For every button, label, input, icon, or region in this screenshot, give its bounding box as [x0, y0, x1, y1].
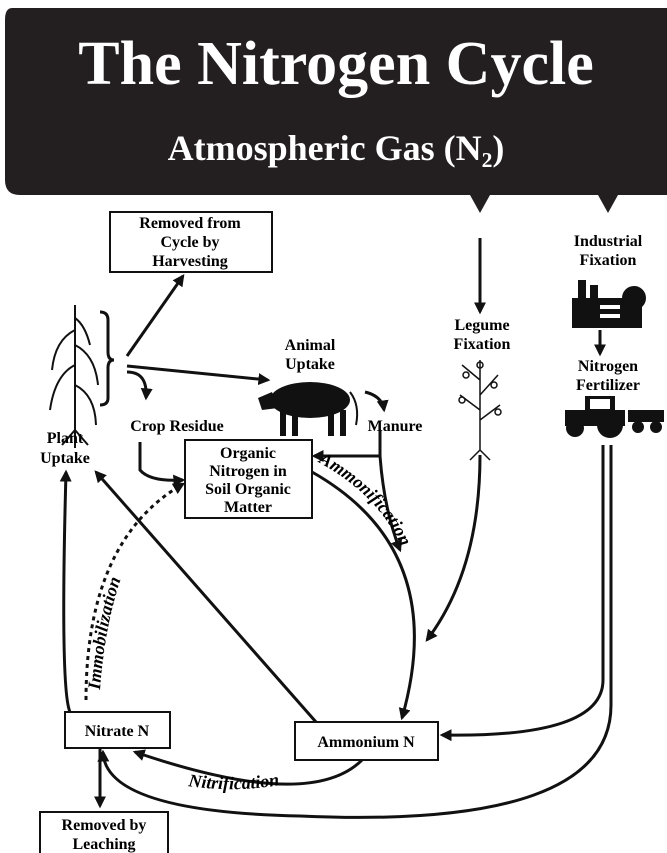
label-text: Industrial [574, 233, 643, 250]
label-text: Soil Organic [205, 481, 291, 498]
label-text: Removed from [139, 215, 241, 232]
label-text: Nitrate N [85, 723, 150, 740]
title: The Nitrogen Cycle [78, 30, 593, 98]
subtitle: Atmospheric Gas (N₂) [168, 128, 505, 168]
fertilizer-label: Nitrogen Fertilizer [576, 358, 640, 394]
label-text: Nitrogen [578, 358, 638, 375]
label-text: Ammonium N [317, 734, 415, 751]
nitrate-label: Nitrate N [85, 723, 150, 740]
plant-label: Plant Uptake [40, 430, 90, 467]
tractor-icon [565, 396, 664, 438]
label-text: Plant [47, 430, 84, 447]
legume-label: Legume Fixation [454, 317, 511, 353]
legume-plant-icon [459, 360, 501, 460]
factory-icon [572, 280, 646, 328]
label-text: Harvesting [152, 253, 228, 270]
label-text: Fertilizer [576, 377, 640, 394]
label-text: Crop Residue [130, 418, 224, 435]
label-text: Ammonification [315, 448, 416, 549]
label-text: Cycle by [160, 234, 219, 251]
label-text: Organic [220, 445, 276, 462]
label-text: Nitrification [187, 769, 281, 793]
label-text: Nitrogen in [209, 463, 287, 480]
label-text: Uptake [285, 356, 335, 373]
cow-icon [258, 382, 357, 436]
corn-plant-icon [50, 305, 98, 448]
residue-label: Crop Residue [130, 418, 224, 435]
label-text: Leaching [72, 836, 135, 853]
ammonium-label: Ammonium N [317, 734, 415, 751]
label-text: Manure [368, 418, 423, 435]
animal-label: Animal Uptake [285, 337, 336, 373]
label-text: Matter [224, 499, 272, 516]
label-text: Fixation [454, 336, 511, 353]
label-text: Fixation [580, 252, 637, 269]
nitrification-label: Nitrification [187, 769, 281, 793]
label-text: Removed by [62, 817, 147, 834]
ammonification-label: Ammonification [315, 448, 416, 549]
nitrogen-cycle-diagram: The Nitrogen Cycle Atmospheric Gas (N₂) … [0, 0, 667, 853]
industrial-label: Industrial Fixation [574, 233, 643, 269]
label-text: Animal [285, 337, 336, 354]
manure-label: Manure [368, 418, 423, 435]
label-text: Uptake [40, 450, 90, 467]
label-text: Legume [454, 317, 509, 334]
